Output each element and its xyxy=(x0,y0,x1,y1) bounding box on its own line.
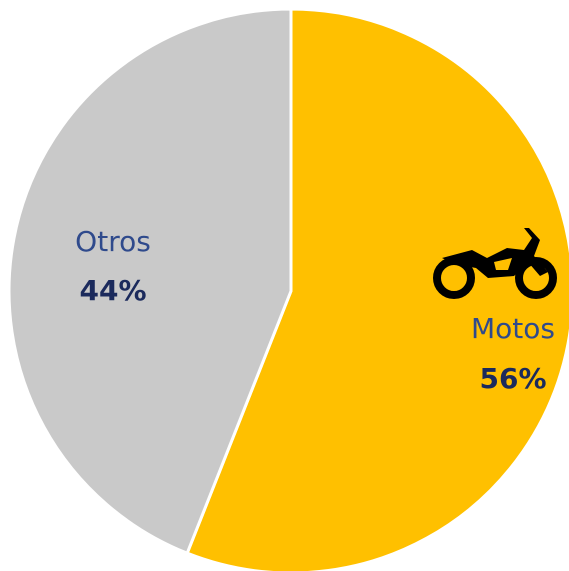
slice-name: Motos xyxy=(471,312,555,345)
pie xyxy=(7,7,569,571)
labels: Motos 56% Otros 44% xyxy=(75,225,555,395)
slice-value-label: 44% xyxy=(79,274,146,307)
motorcycle-icon xyxy=(433,228,557,299)
pie-slice xyxy=(185,7,569,571)
pie-slice xyxy=(7,7,293,556)
slice-value-label: 56% xyxy=(479,362,546,395)
slice-name: Otros xyxy=(75,225,151,258)
